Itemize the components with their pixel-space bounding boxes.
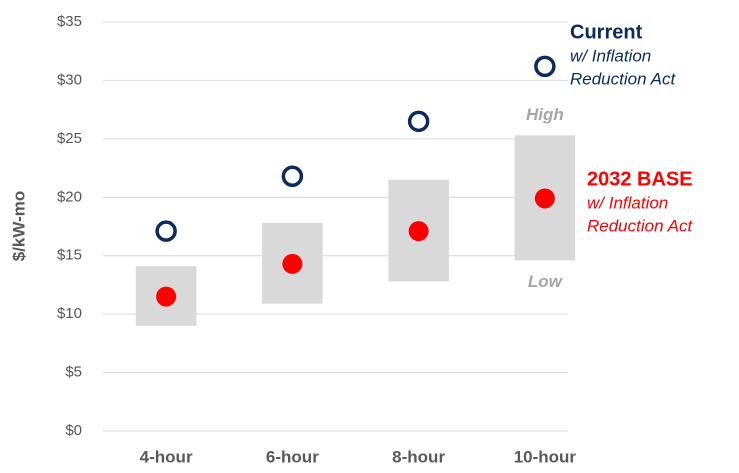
legend-note: Reduction Act xyxy=(570,69,676,88)
current-marker xyxy=(281,165,304,188)
range-low-label: Low xyxy=(528,272,564,291)
range-high-label: High xyxy=(526,105,564,124)
y-tick-label: $30 xyxy=(57,71,82,88)
y-tick-label: $5 xyxy=(65,364,82,381)
base-marker xyxy=(408,221,429,242)
legend-label: Current xyxy=(570,21,643,43)
x-tick-label: 6-hour xyxy=(266,447,319,466)
y-tick-label: $15 xyxy=(57,247,82,264)
x-tick-label: 10-hour xyxy=(514,447,577,466)
legend-note: Reduction Act xyxy=(587,216,693,235)
y-tick-label: $35 xyxy=(57,13,82,30)
current-marker xyxy=(534,55,556,78)
base-marker xyxy=(156,286,177,307)
legend-note: w/ Inflation xyxy=(570,46,651,65)
current-marker xyxy=(407,110,430,133)
y-tick-label: $10 xyxy=(57,305,82,322)
y-tick-label: $20 xyxy=(57,188,82,205)
y-tick-label: $0 xyxy=(65,422,82,439)
x-tick-label: 8-hour xyxy=(392,447,445,466)
current-marker xyxy=(155,220,177,242)
legend-note: w/ Inflation xyxy=(587,193,668,212)
y-axis-label: $/kW-mo xyxy=(9,191,28,262)
base-marker xyxy=(282,253,303,274)
legend-label: 2032 BASE xyxy=(587,168,693,190)
base-marker xyxy=(534,188,555,209)
x-tick-label: 4-hour xyxy=(140,447,193,466)
y-tick-label: $25 xyxy=(57,130,82,147)
